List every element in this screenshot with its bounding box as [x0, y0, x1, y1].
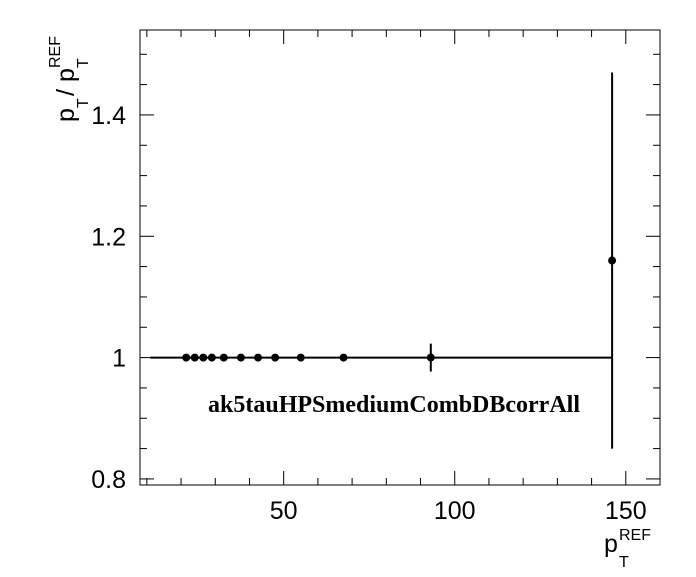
- data-point: [190, 353, 199, 362]
- y-axis-title-denominator: p: [52, 68, 80, 82]
- data-point: [271, 353, 280, 362]
- data-point: [199, 353, 208, 362]
- data-point: [426, 353, 435, 362]
- data-point: [339, 353, 348, 362]
- y-tick-label: 0.8: [91, 466, 126, 494]
- plot-frame: [139, 29, 661, 486]
- x-axis-title-superscript: REF: [619, 527, 651, 544]
- x-axis-title: p T REF: [604, 527, 651, 571]
- y-axis-title: p T / p T REF: [47, 36, 92, 122]
- x-axis-ticks: [146, 30, 661, 485]
- series-layer: [150, 72, 617, 449]
- x-tick-label: 50: [270, 497, 298, 525]
- y-axis-title-numerator-subscript: T: [75, 98, 92, 108]
- y-axis-title-slash: /: [52, 89, 80, 96]
- x-axis-title-base: p: [604, 530, 618, 558]
- data-point: [182, 353, 191, 362]
- data-point: [608, 256, 617, 265]
- data-point: [219, 353, 228, 362]
- data-point: [296, 353, 305, 362]
- data-point: [236, 353, 245, 362]
- y-tick-label: 1: [112, 345, 126, 373]
- y-axis-ticks: [140, 53, 660, 480]
- y-axis-title-numerator: p: [52, 108, 80, 122]
- data-point: [254, 353, 263, 362]
- y-axis-tick-labels: 0.8 1.2 1.4 1: [91, 102, 126, 494]
- y-tick-label: 1.2: [91, 223, 126, 251]
- y-axis-title-denominator-subscript: T: [75, 58, 92, 68]
- y-tick-label: 1.4: [91, 102, 126, 130]
- x-axis-title-subscript: T: [619, 554, 629, 571]
- x-axis-tick-labels: 50 100 150: [270, 497, 647, 525]
- chart-annotation: ak5tauHPSmediumCombDBcorrAll: [208, 392, 580, 418]
- x-tick-label: 150: [605, 497, 647, 525]
- data-point: [207, 353, 216, 362]
- y-axis-title-denominator-superscript: REF: [47, 36, 64, 68]
- x-tick-label: 100: [434, 497, 476, 525]
